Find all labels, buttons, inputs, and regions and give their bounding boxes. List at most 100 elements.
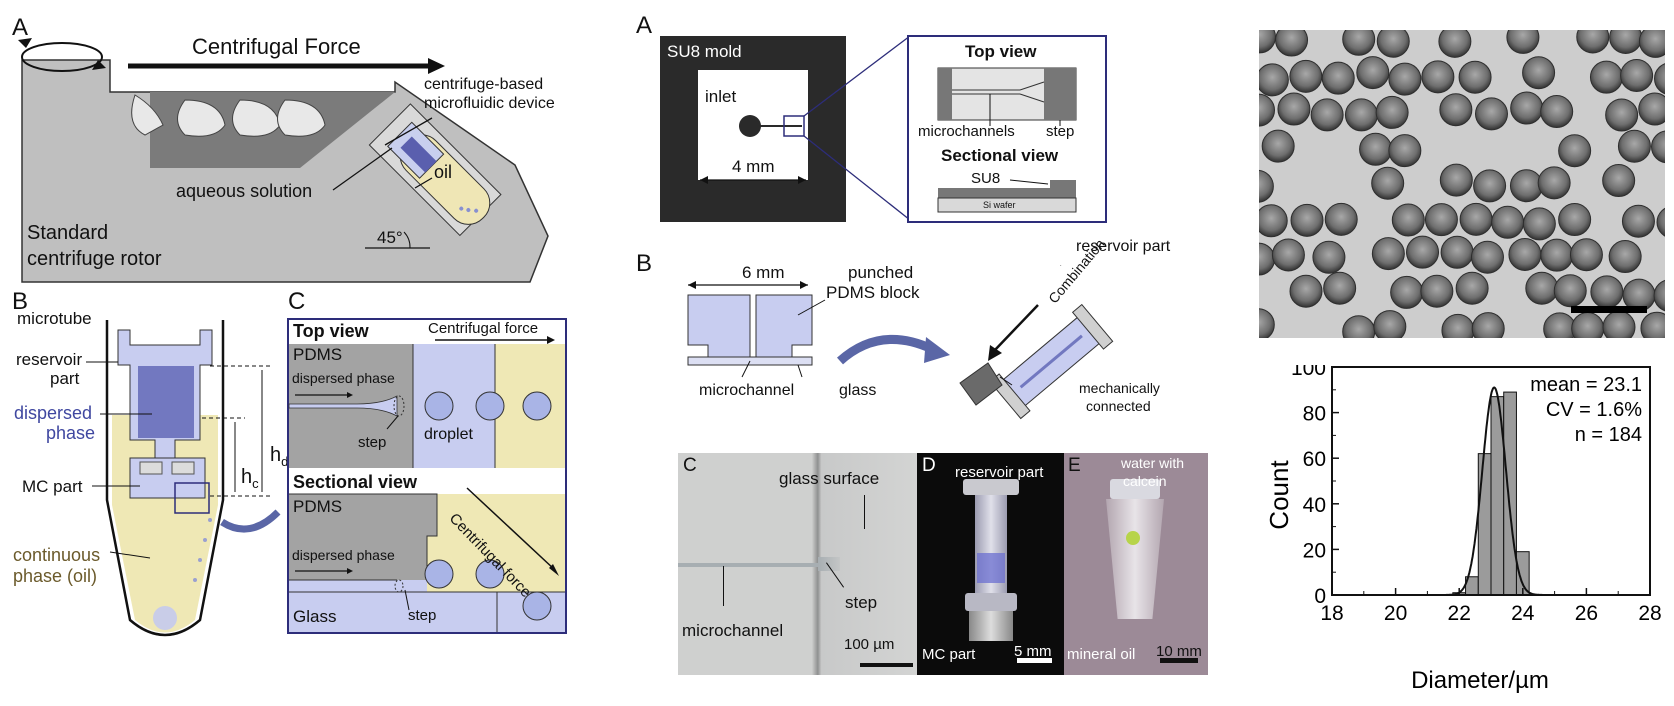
droplet bbox=[1491, 205, 1525, 239]
microtube-diagram bbox=[86, 320, 281, 637]
diameter-histogram: Count Diameter/µm 18 20 22 24 26 28 0 20 40 60 80 1… bbox=[1264, 365, 1662, 694]
droplet bbox=[1424, 203, 1458, 237]
droplet bbox=[1638, 30, 1665, 58]
droplet bbox=[1656, 207, 1665, 237]
stat-annotation: CV = 1.6% bbox=[1546, 399, 1642, 421]
device-label-2: microfluidic device bbox=[424, 95, 555, 112]
droplet bbox=[1388, 62, 1422, 96]
droplet bbox=[1275, 30, 1309, 57]
droplet bbox=[1525, 271, 1559, 305]
hd-label: hd bbox=[270, 444, 289, 469]
c-pdms-sectional: PDMS bbox=[293, 497, 343, 516]
a-step-label: step bbox=[1046, 123, 1075, 140]
histogram-bar bbox=[1477, 453, 1492, 596]
stat-annotation: n = 184 bbox=[1575, 424, 1642, 446]
droplet-field bbox=[1259, 30, 1665, 338]
droplet bbox=[1543, 312, 1577, 338]
mc-part-label: MC part bbox=[22, 477, 83, 496]
dispersed-label-2: phase bbox=[46, 423, 96, 443]
droplet bbox=[1471, 312, 1505, 338]
droplet bbox=[1602, 164, 1636, 198]
histogram-bar bbox=[1503, 391, 1517, 596]
inlet-label: inlet bbox=[705, 87, 737, 106]
mold-scale-label: 4 mm bbox=[732, 157, 775, 176]
su8-mold-label: SU8 mold bbox=[667, 42, 742, 61]
d-scale-label: 5 mm bbox=[1014, 643, 1052, 660]
droplet bbox=[1310, 98, 1344, 132]
c-step-label: step bbox=[845, 593, 878, 612]
droplet bbox=[1540, 238, 1574, 272]
droplet bbox=[1390, 275, 1424, 309]
y-tick-label: 0 bbox=[1314, 585, 1326, 608]
droplet bbox=[1654, 63, 1665, 95]
c-step-sectional: step bbox=[408, 607, 437, 624]
droplet bbox=[1605, 98, 1639, 132]
mech-label-1: mechanically bbox=[1079, 380, 1160, 396]
droplet bbox=[1438, 30, 1472, 58]
droplet bbox=[1439, 163, 1473, 197]
device-label-1: centrifuge-based bbox=[424, 76, 544, 93]
rotor-label-1: Standard bbox=[27, 222, 109, 244]
droplet bbox=[1638, 92, 1665, 126]
c-sectional-view-title: Sectional view bbox=[293, 472, 418, 492]
c-pdms-top: PDMS bbox=[293, 345, 343, 364]
droplet bbox=[1321, 61, 1355, 95]
panel-letter-c-left: C bbox=[288, 288, 306, 315]
panel-letter-e-mid: E bbox=[1068, 455, 1081, 476]
panel-letter-b-mid: B bbox=[636, 250, 653, 277]
c-centrifugal-force-top: Centrifugal force bbox=[428, 320, 539, 337]
droplet bbox=[1576, 30, 1610, 54]
droplet bbox=[1540, 95, 1574, 129]
hc-label: hc bbox=[241, 466, 259, 491]
droplet bbox=[1510, 91, 1544, 125]
droplet-micrograph bbox=[1259, 30, 1665, 338]
centrifugal-force-label: Centrifugal Force bbox=[192, 34, 361, 59]
micrograph-scale-bar bbox=[1571, 306, 1647, 313]
droplet bbox=[1373, 310, 1407, 338]
droplet bbox=[1371, 166, 1405, 200]
droplet bbox=[1259, 30, 1276, 54]
droplet bbox=[1324, 202, 1358, 236]
droplet bbox=[1441, 313, 1475, 338]
c-glass-label: Glass bbox=[293, 607, 337, 626]
continuous-label-1: continuous bbox=[13, 545, 101, 565]
scale-bar-100um bbox=[860, 663, 913, 667]
microchannel-taper bbox=[818, 557, 840, 571]
x-tick-label: 20 bbox=[1384, 602, 1407, 625]
droplet bbox=[1608, 240, 1642, 274]
droplet bbox=[1440, 235, 1474, 269]
droplet bbox=[1439, 93, 1473, 127]
panel-letter-b-left: B bbox=[12, 288, 29, 315]
droplet bbox=[1261, 129, 1295, 163]
y-axis-label: Count bbox=[1264, 460, 1294, 530]
droplet bbox=[1506, 30, 1540, 54]
droplet bbox=[1356, 56, 1390, 90]
droplet bbox=[1344, 98, 1378, 132]
droplet bbox=[1342, 30, 1376, 56]
mech-label-2: connected bbox=[1086, 398, 1151, 414]
droplet bbox=[1289, 274, 1323, 308]
punched-label-2: PDMS block bbox=[826, 283, 920, 302]
rotor-diagram bbox=[18, 38, 549, 283]
reservoir-label-2: part bbox=[50, 369, 80, 388]
c-droplet-label: droplet bbox=[424, 426, 473, 443]
b-width-label: 6 mm bbox=[742, 263, 785, 282]
x-axis-label: Diameter/µm bbox=[1411, 667, 1549, 694]
x-tick-label: 18 bbox=[1320, 602, 1343, 625]
droplet bbox=[1323, 271, 1357, 305]
e-scale-label: 10 mm bbox=[1156, 643, 1202, 660]
water-label-2: calcein bbox=[1123, 473, 1167, 489]
droplet bbox=[1259, 93, 1276, 127]
glass-surface-label: glass surface bbox=[779, 469, 880, 488]
droplet bbox=[1359, 132, 1393, 166]
droplet bbox=[1558, 203, 1592, 237]
d-reservoir-label: reservoir part bbox=[955, 464, 1044, 481]
droplet bbox=[1640, 311, 1665, 338]
droplet bbox=[1458, 60, 1492, 94]
x-tick-label: 28 bbox=[1638, 602, 1661, 625]
su8-mold-diagram bbox=[660, 35, 1107, 223]
c-dispersed-phase-top: dispersed phase bbox=[292, 370, 395, 386]
a-top-view-title: Top view bbox=[965, 42, 1037, 61]
droplet-formation-diagram bbox=[287, 318, 567, 634]
droplet bbox=[1421, 60, 1455, 94]
